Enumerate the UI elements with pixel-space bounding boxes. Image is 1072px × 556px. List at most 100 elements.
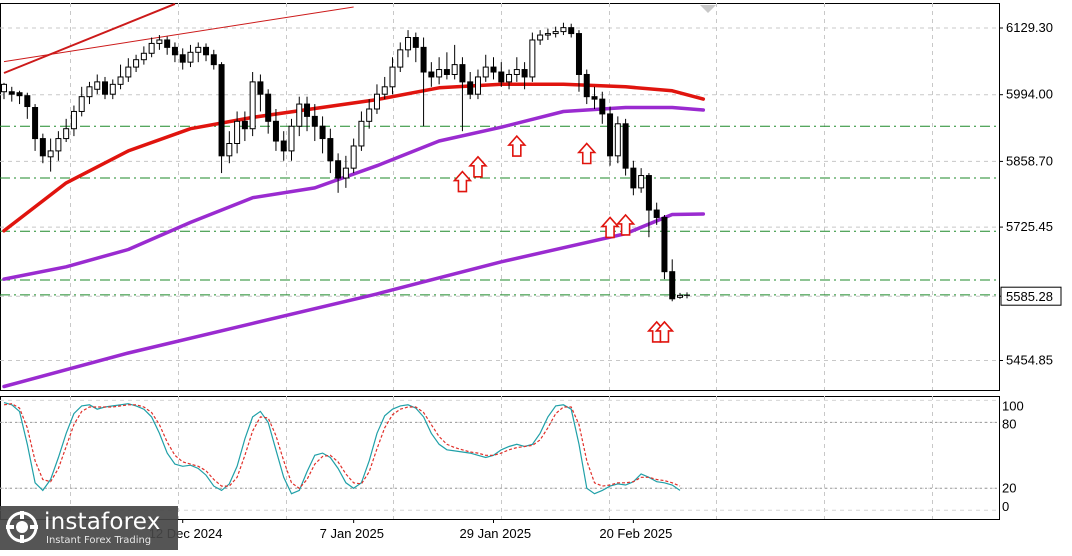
candle-bearish <box>443 69 450 75</box>
candle-bearish <box>304 103 311 117</box>
candle-bullish <box>249 81 256 130</box>
time-axis-label: 20 Feb 2025 <box>599 526 672 541</box>
candle-bearish <box>203 46 210 56</box>
candle-bullish <box>342 167 349 179</box>
candle-bullish <box>140 52 147 61</box>
fractal-up-arrow <box>452 170 473 193</box>
fractal-up-arrow <box>600 216 620 239</box>
candle-bearish <box>583 73 590 98</box>
candle-bearish <box>575 33 582 75</box>
candle-bearish <box>280 140 287 152</box>
candle-bullish <box>474 76 481 95</box>
candle-bearish <box>412 37 419 48</box>
stochastic-panel-frame <box>0 396 1000 520</box>
stochastic-level-label: 20 <box>1002 480 1016 495</box>
candle-bullish <box>109 83 116 95</box>
candle-bullish <box>358 120 365 147</box>
candle-bearish <box>102 81 109 95</box>
fractal-up-arrow <box>615 213 636 236</box>
candle-bearish <box>335 160 342 179</box>
price-axis-label: 5725.45 <box>1006 219 1053 234</box>
candle-bullish <box>676 294 683 298</box>
candle-bearish <box>24 95 31 108</box>
candle-bearish <box>241 120 248 130</box>
fractal-up-arrow <box>507 134 527 157</box>
candle-bullish <box>78 96 85 112</box>
candle-bullish <box>63 128 70 140</box>
candle-bullish <box>506 73 513 83</box>
price-panel-frame <box>0 3 1000 391</box>
fractal-up-arrow <box>654 320 675 343</box>
candle-bearish <box>521 69 528 78</box>
moving-average-line <box>2 105 706 281</box>
candle-bearish <box>16 92 23 97</box>
candle-bullish <box>389 66 396 88</box>
candle-bearish <box>591 96 598 100</box>
stochastic-level-label: 80 <box>1002 416 1016 431</box>
candle-bearish <box>568 27 575 35</box>
candle-bearish <box>420 46 427 73</box>
trendline <box>3 3 176 74</box>
candle-bullish <box>55 138 62 152</box>
candle-bearish <box>669 271 676 300</box>
candle-bearish <box>164 39 171 48</box>
candle-bullish <box>234 120 241 145</box>
current-price-label: 5585.28 <box>1006 289 1053 304</box>
price-axis-label: 5454.85 <box>1006 352 1053 367</box>
fractal-up-arrow <box>576 142 597 165</box>
candle-bearish <box>653 209 660 218</box>
candle-bullish <box>296 103 303 127</box>
candle-bullish <box>373 93 380 110</box>
candle-bullish <box>482 66 489 78</box>
candle-bearish <box>630 167 637 189</box>
candle-bearish <box>622 123 629 169</box>
candle-bullish <box>47 150 54 158</box>
candle-bullish <box>195 46 202 53</box>
candle-bearish <box>467 81 474 95</box>
candle-bullish <box>125 66 132 78</box>
price-axis-label: 5994.00 <box>1006 87 1053 102</box>
candle-bullish <box>560 27 567 33</box>
candle-bearish <box>8 91 15 95</box>
scroll-marker <box>700 5 716 13</box>
candle-bullish <box>544 33 551 36</box>
candle-bearish <box>428 71 435 78</box>
stochastic-signal-line <box>3 403 681 490</box>
candle-bearish <box>179 54 186 63</box>
candle-bullish <box>133 59 140 68</box>
candle-bullish <box>638 175 645 189</box>
candle-bearish <box>311 115 318 127</box>
candle-bearish <box>257 81 264 95</box>
stochastic-level-label: 100 <box>1002 398 1024 413</box>
instaforex-logo-icon <box>6 511 38 543</box>
candle-bearish <box>490 66 497 73</box>
watermark-brand: instaforex <box>44 509 161 535</box>
candle-bearish <box>171 46 178 56</box>
candle-bullish <box>1 83 7 93</box>
candle-bullish <box>552 31 559 35</box>
candle-bearish <box>498 71 505 83</box>
fractal-up-arrow <box>468 155 488 178</box>
candle-bullish <box>187 51 194 63</box>
candle-bearish <box>599 98 606 115</box>
candle-bullish <box>70 110 77 130</box>
candle-bullish <box>226 143 233 157</box>
candle-bullish <box>148 42 155 54</box>
candle-bearish <box>39 138 46 157</box>
candle-bullish <box>451 64 458 75</box>
candle-bearish <box>607 113 614 157</box>
candle-bearish <box>661 216 668 273</box>
candle-bullish <box>117 76 124 85</box>
candle-bullish <box>288 125 295 152</box>
price-axis-label: 6129.30 <box>1006 20 1053 35</box>
candle-bullish <box>156 39 163 44</box>
time-axis-label: 7 Jan 2025 <box>320 526 384 541</box>
watermark: instaforex Instant Forex Trading <box>0 506 178 550</box>
candle-bearish <box>272 120 279 142</box>
candle-bearish <box>32 107 39 140</box>
candle-bearish <box>645 175 652 211</box>
trendline <box>3 6 354 63</box>
candle-bullish <box>86 86 93 98</box>
